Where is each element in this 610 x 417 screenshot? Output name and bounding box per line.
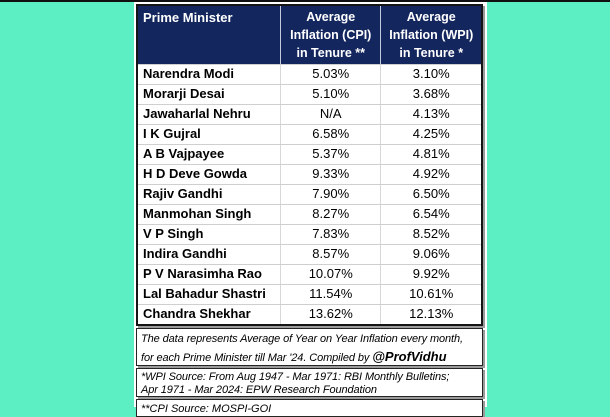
header-cell-wpi: Average Inflation (WPI) in Tenure * [380,6,480,64]
pm-name-cell: Jawaharlal Nehru [143,106,251,121]
cpi-value-cell: 10.07% [280,265,380,284]
data-note-line2: for each Prime Minister till Mar '24. Co… [141,348,478,365]
header-label: Prime Minister [143,10,233,25]
wpi-value-cell: 4.25% [380,125,480,144]
cpi-value-cell: N/A [280,105,380,124]
note-box-data-note: The data represents Average of Year on Y… [136,328,483,366]
wpi-value-cell: 3.10% [380,65,480,84]
note-box-cpi-source: **CPI Source: MOSPI-GOI [136,399,483,417]
table-row: Morarji Desai 5.10% 3.68% [138,84,481,104]
cpi-value-cell: 9.33% [280,165,380,184]
pm-name-cell: V P Singh [143,226,204,241]
data-note-line2-text: for each Prime Minister till Mar '24. Co… [141,352,373,364]
cpi-value-cell: 5.37% [280,145,380,164]
pm-name-cell: P V Narasimha Rao [143,266,262,281]
table-row: Narendra Modi 5.03% 3.10% [138,64,481,84]
table-header-row: Prime Minister Average Inflation (CPI) i… [138,6,481,64]
inflation-table: Prime Minister Average Inflation (CPI) i… [136,4,483,326]
wpi-value-cell: 9.06% [380,245,480,264]
pm-name-cell: A B Vajpayee [143,146,225,161]
table-row: V P Singh 7.83% 8.52% [138,224,481,244]
header-line: in Tenure ** [296,46,365,60]
wpi-value-cell: 6.50% [380,185,480,204]
cpi-value-cell: 11.54% [280,285,380,304]
header-line: Inflation (WPI) [389,28,474,42]
cpi-value-cell: 8.57% [280,245,380,264]
wpi-value-cell: 10.61% [380,285,480,304]
header-cell-cpi: Average Inflation (CPI) in Tenure ** [280,6,380,64]
pm-name-cell: Morarji Desai [143,86,225,101]
cpi-value-cell: 7.90% [280,185,380,204]
cpi-value-cell: 7.83% [280,225,380,244]
header-line: Average [306,10,356,24]
wpi-value-cell: 4.81% [380,145,480,164]
cpi-value-cell: 5.10% [280,85,380,104]
header-cell-prime-minister: Prime Minister [138,6,280,64]
compiler-handle: @ProfVidhu [372,349,447,364]
wpi-value-cell: 12.13% [380,305,480,324]
table-row: Lal Bahadur Shastri 11.54% 10.61% [138,284,481,304]
pm-name-cell: Rajiv Gandhi [143,186,223,201]
cpi-source-line: **CPI Source: MOSPI-GOI [141,403,272,415]
note-box-wpi-source: *WPI Source: From Aug 1947 - Mar 1971: R… [136,368,483,397]
table-card: Prime Minister Average Inflation (CPI) i… [134,2,487,417]
header-line: in Tenure * [399,46,464,60]
wpi-value-cell: 4.13% [380,105,480,124]
pm-name-cell: H D Deve Gowda [143,166,248,181]
cpi-value-cell: 8.27% [280,205,380,224]
header-line: Average [406,10,456,24]
pm-name-cell: Indira Gandhi [143,246,227,261]
cpi-value-cell: 6.58% [280,125,380,144]
wpi-source-line1: *WPI Source: From Aug 1947 - Mar 1971: R… [141,371,450,383]
wpi-value-cell: 3.68% [380,85,480,104]
table-row: A B Vajpayee 5.37% 4.81% [138,144,481,164]
pm-name-cell: Chandra Shekhar [143,306,251,321]
wpi-source-line2: Apr 1971 - Mar 2024: EPW Research Founda… [141,384,377,396]
wpi-value-cell: 6.54% [380,205,480,224]
wpi-value-cell: 9.92% [380,265,480,284]
table-row: P V Narasimha Rao 10.07% 9.92% [138,264,481,284]
cpi-value-cell: 5.03% [280,65,380,84]
cpi-value-cell: 13.62% [280,305,380,324]
wpi-value-cell: 4.92% [380,165,480,184]
wpi-value-cell: 8.52% [380,225,480,244]
table-row: Rajiv Gandhi 7.90% 6.50% [138,184,481,204]
pm-name-cell: Lal Bahadur Shastri [143,286,266,301]
table-row: Manmohan Singh 8.27% 6.54% [138,204,481,224]
table-row: I K Gujral 6.58% 4.25% [138,124,481,144]
table-row: H D Deve Gowda 9.33% 4.92% [138,164,481,184]
pm-name-cell: I K Gujral [143,126,201,141]
table-row: Indira Gandhi 8.57% 9.06% [138,244,481,264]
table-row: Jawaharlal Nehru N/A 4.13% [138,104,481,124]
image-top-edge [0,0,610,2]
data-note-line1: The data represents Average of Year on Y… [141,333,463,345]
header-line: Inflation (CPI) [290,28,372,42]
pm-name-cell: Manmohan Singh [143,206,252,221]
table-row: Chandra Shekhar 13.62% 12.13% [138,304,481,324]
pm-name-cell: Narendra Modi [143,66,235,81]
